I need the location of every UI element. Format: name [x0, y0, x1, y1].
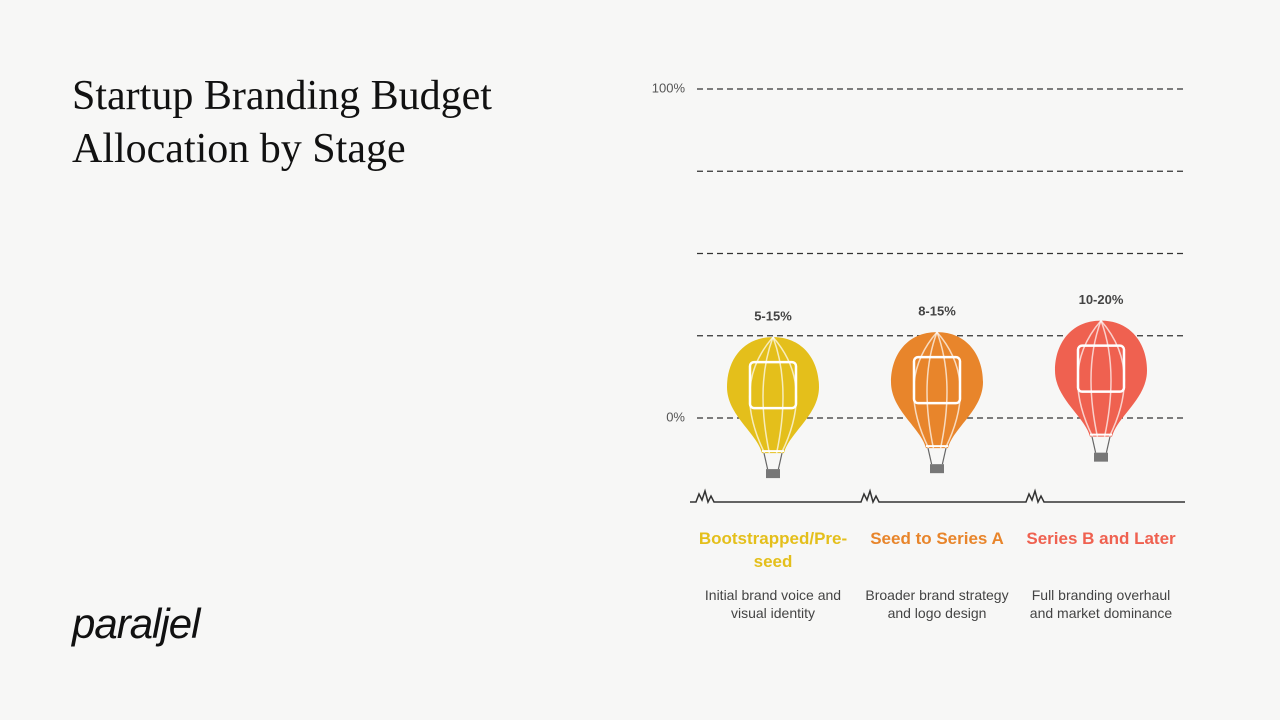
balloon: [891, 331, 983, 474]
category-description: Full branding overhaul and market domina…: [1029, 587, 1173, 621]
category-description: Broader brand strategy and logo design: [865, 587, 1009, 621]
y-tick-label: 100%: [652, 80, 686, 95]
rope: [941, 448, 947, 465]
value-label: 10-20%: [1079, 292, 1124, 307]
icon-frame: [1076, 344, 1126, 393]
logo: paraljel: [72, 600, 200, 647]
rope: [1091, 436, 1097, 453]
balloon-stripe: [1100, 320, 1112, 437]
basket: [1094, 452, 1108, 462]
value-label: 5-15%: [754, 309, 792, 324]
balloon: [1055, 320, 1147, 462]
balloon-body: [891, 332, 983, 449]
balloon-stripe: [762, 336, 774, 454]
chart-title: Startup Branding Budget Allocation by St…: [72, 73, 492, 172]
basket: [930, 464, 944, 474]
rope: [763, 452, 769, 470]
category-label: Bootstrapped/Pre-seed: [698, 529, 848, 571]
balloon-stripe: [772, 336, 784, 454]
balloon-stripe: [936, 331, 948, 449]
category-label: Seed to Series A: [870, 529, 1004, 548]
ground: [690, 488, 1185, 505]
y-tick-label: 0%: [666, 409, 685, 424]
balloon-stripe: [926, 331, 938, 449]
category-description: Initial brand voice and visual identity: [704, 587, 842, 621]
rope: [1105, 436, 1111, 453]
balloon-body: [727, 337, 819, 454]
category-label: Series B and Later: [1026, 529, 1176, 548]
rope: [927, 448, 933, 465]
basket: [766, 469, 780, 479]
balloon: [727, 336, 819, 479]
value-label: 8-15%: [918, 304, 956, 319]
icon-frame: [748, 360, 798, 410]
rope: [777, 452, 783, 470]
balloon-stripe: [1090, 320, 1102, 437]
icon-frame: [912, 355, 962, 405]
balloon-body: [1055, 320, 1147, 437]
